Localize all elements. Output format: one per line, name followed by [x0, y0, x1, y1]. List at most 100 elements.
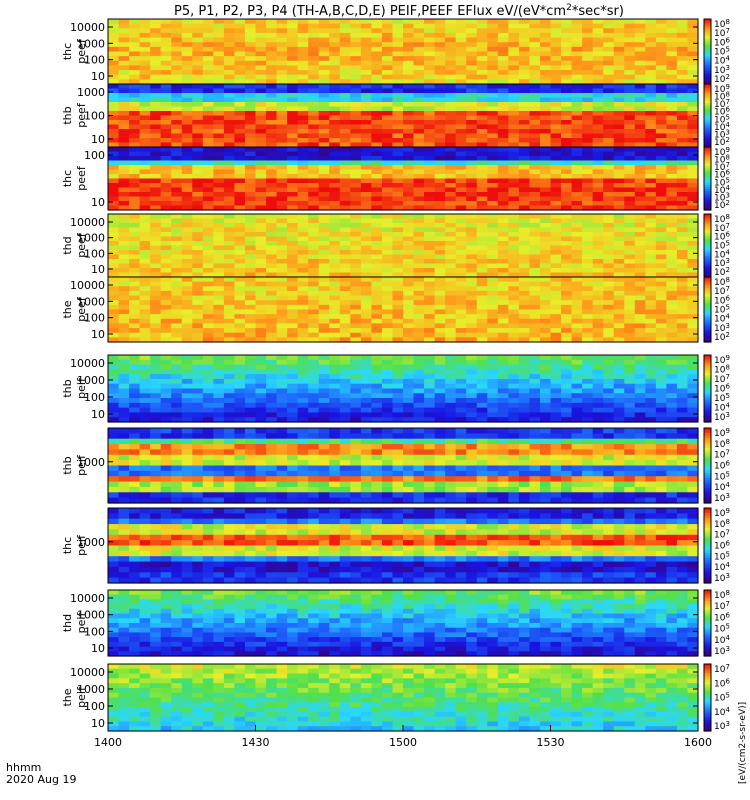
heatmap-cell	[571, 304, 583, 311]
heatmap-cell	[497, 218, 509, 224]
heatmap-cell	[171, 398, 183, 404]
heatmap-cell	[329, 398, 341, 404]
colorbar-segment	[704, 357, 711, 361]
heatmap-cell	[202, 46, 214, 53]
heatmap-cell	[424, 328, 436, 334]
heatmap-cell	[160, 236, 172, 242]
heatmap-cell	[508, 332, 520, 338]
heatmap-cell	[213, 84, 225, 90]
heatmap-cell	[539, 359, 552, 366]
heatmap-cell	[455, 147, 467, 153]
heatmap-cell	[529, 355, 541, 361]
heatmap-cell	[213, 241, 225, 247]
heatmap-cell	[634, 32, 646, 39]
heatmap-cell	[424, 115, 436, 121]
colorbar-segment	[704, 324, 711, 328]
heatmap-cell	[160, 223, 172, 229]
heatmap-cell	[213, 417, 225, 423]
colorbar-tick-label: 103	[714, 191, 730, 203]
heatmap-cell	[381, 227, 394, 233]
heatmap-cell	[202, 19, 214, 25]
heatmap-cell	[308, 142, 320, 148]
heatmap-cell	[434, 129, 446, 135]
heatmap-cell	[539, 328, 552, 334]
heatmap-cell	[571, 120, 583, 126]
colorbar-segment	[704, 119, 711, 123]
heatmap-cell	[603, 227, 615, 233]
heatmap-cell	[487, 300, 499, 306]
colorbar-segment	[704, 292, 711, 295]
colorbar-segment	[704, 147, 711, 150]
heatmap-cell	[687, 268, 699, 274]
heatmap-cell	[234, 383, 246, 390]
heatmap-cell	[266, 304, 278, 311]
heatmap-cell	[371, 236, 383, 242]
heatmap-cell	[118, 187, 130, 193]
heatmap-cell	[466, 263, 478, 269]
heatmap-cell	[213, 369, 225, 375]
heatmap-cell	[139, 201, 151, 207]
heatmap-cell	[255, 102, 267, 108]
heatmap-cell	[413, 28, 425, 34]
heatmap-cell	[434, 174, 446, 180]
heatmap-cell	[466, 74, 478, 80]
heatmap-cell	[329, 156, 341, 162]
heatmap-cell	[634, 201, 646, 207]
heatmap-cell	[487, 398, 499, 404]
heatmap-cell	[223, 328, 236, 334]
heatmap-cell	[403, 407, 415, 414]
heatmap-cell	[403, 178, 415, 184]
heatmap-cell	[529, 156, 541, 162]
heatmap-cell	[171, 388, 183, 394]
heatmap-cell	[255, 314, 267, 320]
heatmap-cell	[371, 70, 383, 76]
heatmap-cell	[297, 196, 309, 202]
heatmap-cell	[371, 245, 383, 251]
heatmap-cell	[318, 23, 330, 29]
colorbar-segment	[704, 294, 711, 298]
heatmap-cell	[118, 314, 130, 320]
heatmap-cell	[434, 290, 446, 297]
heatmap-cell	[202, 129, 214, 135]
heatmap-cell	[160, 111, 172, 117]
heatmap-cell	[487, 286, 499, 292]
heatmap-cell	[550, 187, 562, 193]
heatmap-cell	[297, 60, 309, 67]
heatmap-cell	[381, 183, 394, 189]
heatmap-cell	[108, 129, 120, 135]
heatmap-cell	[487, 124, 499, 130]
heatmap-cell	[202, 183, 214, 189]
heatmap-cell	[108, 290, 120, 297]
heatmap-cell	[108, 205, 120, 211]
heatmap-cell	[129, 277, 141, 283]
heatmap-cell	[592, 102, 604, 108]
heatmap-cell	[455, 402, 467, 409]
heatmap-cell	[160, 192, 172, 198]
heatmap-cell	[645, 37, 657, 43]
heatmap-cell	[244, 46, 257, 53]
heatmap-cell	[518, 151, 531, 157]
colorbar-tick-label: 103	[714, 128, 730, 140]
heatmap-cell	[603, 51, 615, 57]
colorbar-segment	[704, 27, 711, 31]
y-tick-label: 1000	[77, 232, 105, 245]
heatmap-cell	[234, 378, 246, 385]
heatmap-cell	[381, 383, 394, 390]
heatmap-cell	[350, 124, 362, 130]
heatmap-cell	[529, 19, 541, 25]
heatmap-cell	[339, 196, 351, 202]
heatmap-cell	[255, 51, 267, 57]
heatmap-cell	[603, 412, 615, 418]
heatmap-cell	[118, 51, 130, 57]
heatmap-cell	[561, 51, 573, 57]
heatmap-cell	[139, 169, 151, 175]
heatmap-cell	[244, 174, 257, 180]
heatmap-cell	[129, 60, 141, 67]
heatmap-cell	[297, 223, 309, 229]
heatmap-cell	[466, 156, 478, 162]
heatmap-cell	[403, 151, 415, 157]
heatmap-cell	[118, 364, 130, 370]
heatmap-cell	[550, 323, 562, 329]
heatmap-cell	[213, 151, 225, 157]
heatmap-cell	[371, 398, 383, 404]
